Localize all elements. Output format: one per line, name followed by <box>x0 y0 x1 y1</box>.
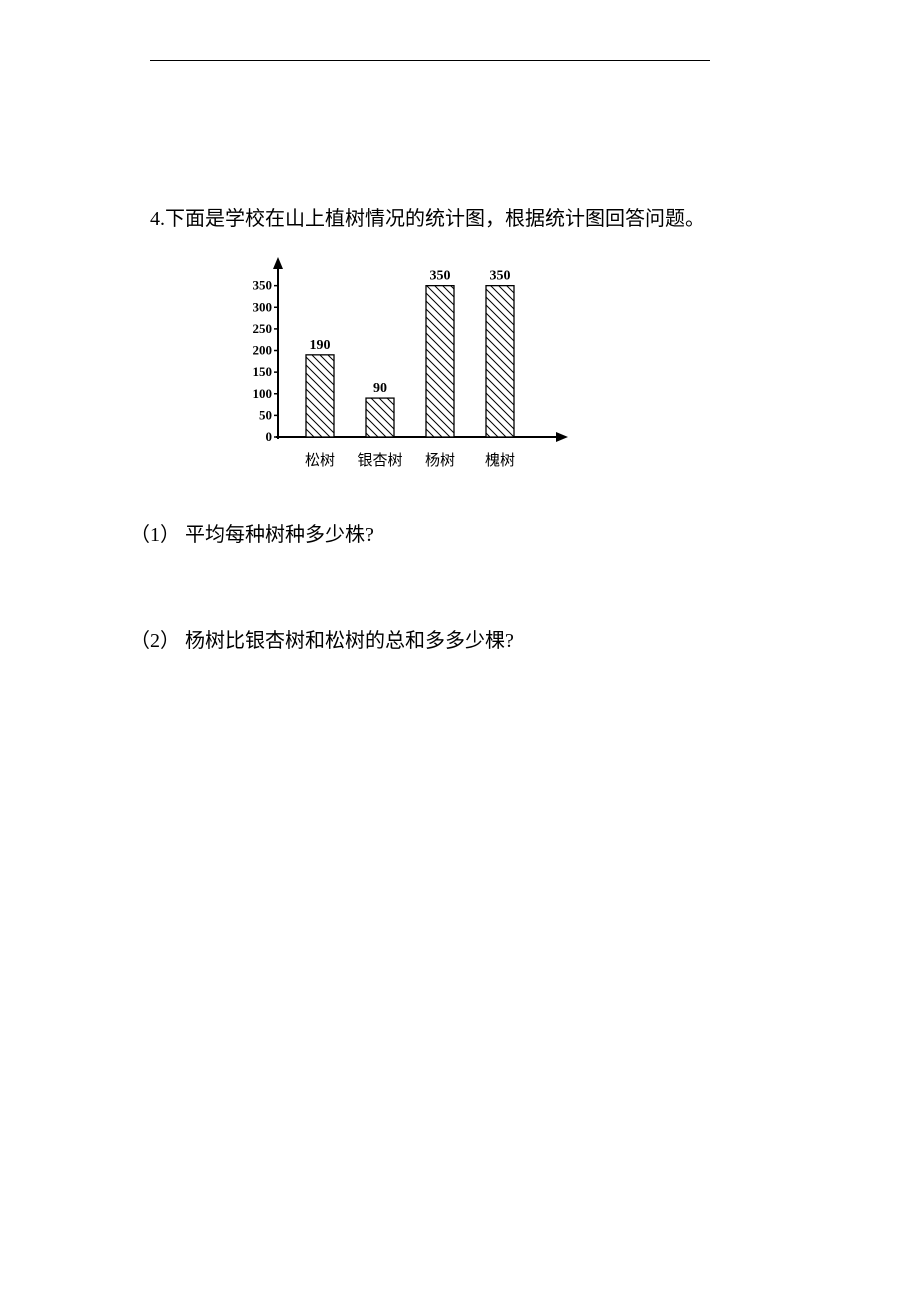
svg-text:300: 300 <box>253 299 273 314</box>
tree-chart: 0 50 100 150 200 250 300 350 190 松树 90 银杏树 350 杨树 350 槐… <box>230 257 800 487</box>
svg-text:150: 150 <box>253 364 273 379</box>
problem-title: 4.下面是学校在山上植树情况的统计图，根据统计图回答问题。 <box>150 201 800 237</box>
svg-text:90: 90 <box>373 381 387 396</box>
svg-text:350: 350 <box>430 269 451 284</box>
svg-text:0: 0 <box>266 429 273 444</box>
svg-text:槐树: 槐树 <box>485 452 515 469</box>
top-horizontal-rule <box>150 60 710 61</box>
question-2: （2） 杨树比银杏树和松树的总和多多少棵? <box>130 623 800 659</box>
svg-text:200: 200 <box>253 343 273 358</box>
svg-text:250: 250 <box>253 321 273 336</box>
svg-text:银杏树: 银杏树 <box>357 452 402 469</box>
svg-text:100: 100 <box>253 386 273 401</box>
svg-text:50: 50 <box>259 407 272 422</box>
bar-chart-svg: 0 50 100 150 200 250 300 350 190 松树 90 银杏树 350 杨树 350 槐… <box>230 257 590 487</box>
svg-text:杨树: 杨树 <box>425 452 455 469</box>
svg-text:190: 190 <box>310 338 331 353</box>
question-1: （1） 平均每种树种多少株? <box>130 517 800 553</box>
svg-text:350: 350 <box>253 278 273 293</box>
svg-text:350: 350 <box>490 269 511 284</box>
svg-text:松树: 松树 <box>305 452 335 469</box>
